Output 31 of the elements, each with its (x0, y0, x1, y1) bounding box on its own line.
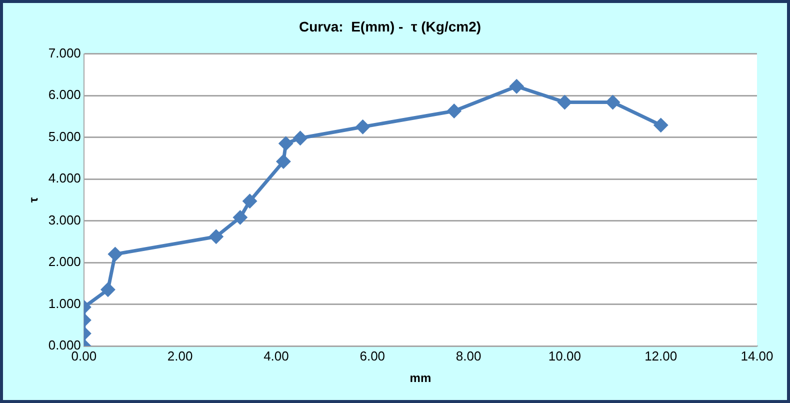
x-tick-label: 4.00 (264, 348, 289, 364)
x-tick-label: 14.00 (740, 348, 774, 364)
point (108, 247, 122, 261)
point (233, 210, 247, 224)
point (447, 104, 461, 118)
point (606, 95, 620, 109)
point (654, 118, 668, 132)
x-tick-label: 8.00 (456, 348, 482, 364)
x-tick-label: 6.00 (360, 348, 386, 364)
point (294, 131, 308, 145)
x-axis-title: mm (410, 371, 432, 386)
x-tick-label: 2.00 (167, 348, 193, 364)
point (558, 95, 572, 109)
y-tick-label: 7.000 (48, 45, 81, 60)
y-tick-label: 3.000 (48, 212, 81, 228)
y-tick-label: 4.000 (48, 170, 81, 186)
y-axis-title: τ (26, 196, 41, 203)
chart-title: Curva: E(mm) - τ (Kg/cm2) (298, 18, 482, 34)
point (101, 282, 115, 296)
y-tick-label: 1.000 (48, 296, 81, 311)
y-tick-label: 2.000 (48, 254, 81, 270)
point (356, 120, 370, 134)
point (510, 80, 524, 94)
point (209, 230, 223, 244)
point (276, 154, 290, 168)
point (243, 194, 257, 208)
y-tick-label: 5.000 (48, 128, 81, 144)
x-tick-label: 10.00 (548, 348, 581, 364)
y-tick-label: 6.000 (48, 87, 81, 102)
point (279, 136, 293, 150)
x-tick-label: 12.00 (644, 348, 678, 364)
